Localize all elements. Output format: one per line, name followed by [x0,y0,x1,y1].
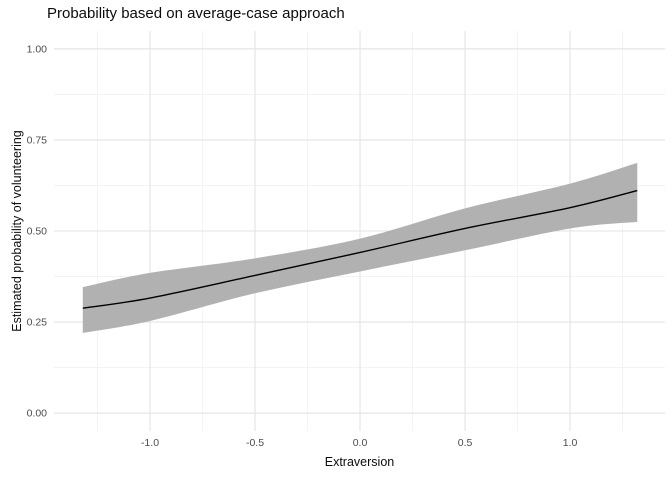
y-tick-label: 0.00 [27,408,48,420]
tick-label-layer: 0.00 0.25 0.50 0.75 1.00 -1.0 -0.5 0.0 0.5 1.0 [27,43,578,449]
fit-line [82,189,638,309]
y-tick-label: 0.50 [27,226,48,238]
data-layer [82,162,638,333]
x-tick-label: 1.0 [563,437,578,449]
y-axis-title: Estimated probability of volunteering [10,130,24,332]
y-tick-label: 0.25 [27,317,48,329]
y-tick-label: 1.00 [27,43,48,55]
chart-title: Probability based on average-case approa… [47,5,345,22]
x-tick-label: -0.5 [246,437,264,449]
x-tick-label: 0.0 [353,437,368,449]
y-tick-label: 0.75 [27,134,48,146]
confidence-ribbon [82,162,638,333]
x-axis-title: Extraversion [325,455,395,469]
x-tick-label: 0.5 [458,437,473,449]
x-tick-label: -1.0 [141,437,159,449]
grid-layer [54,31,665,431]
